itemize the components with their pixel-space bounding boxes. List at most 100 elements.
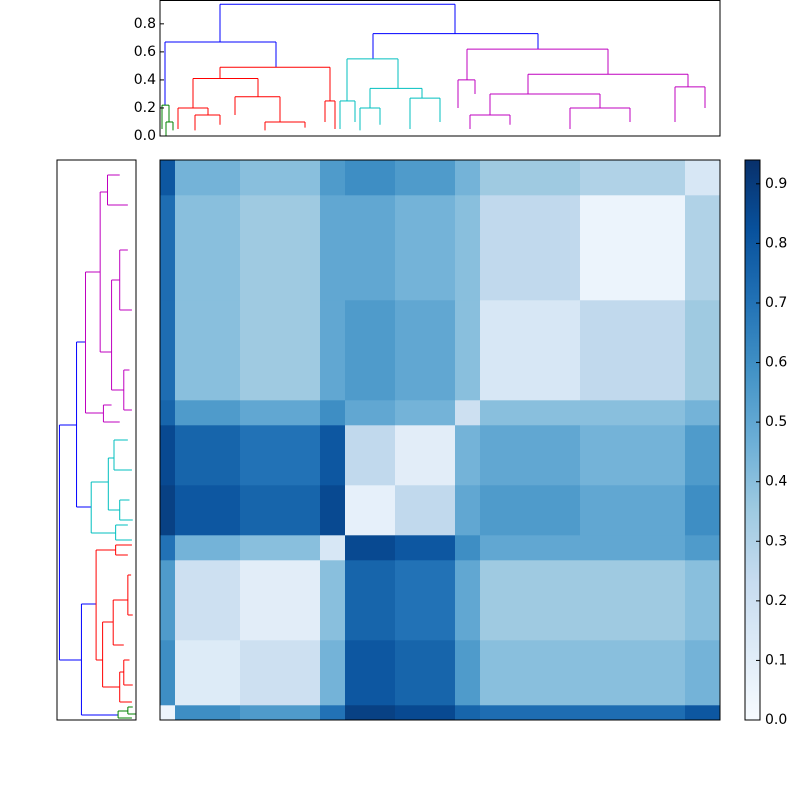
heatmap-cell	[685, 400, 721, 426]
heatmap-cell	[580, 425, 686, 486]
heatmap-cell	[345, 400, 396, 426]
heatmap-cell	[175, 535, 241, 561]
heatmap-cell	[455, 560, 481, 641]
heatmap-cell	[345, 300, 396, 401]
heatmap-cell	[175, 160, 241, 196]
y-tick-label: 0.6	[134, 44, 156, 60]
heatmap-cell	[580, 400, 686, 426]
heatmap-cell	[480, 560, 581, 641]
heatmap-cell	[685, 300, 721, 401]
heatmap-cell	[175, 300, 241, 401]
heatmap-cell	[580, 705, 686, 721]
y-tick-label: 0.4	[134, 72, 156, 88]
heatmap-cell	[175, 640, 241, 706]
heatmap-cell	[480, 195, 581, 301]
heatmap-cell	[685, 425, 721, 486]
heatmap-cell	[175, 560, 241, 641]
heatmap-cell	[455, 160, 481, 196]
heatmap-cell	[685, 195, 721, 301]
heatmap-cell	[395, 705, 456, 721]
colorbar-tick-label: 0.7	[765, 295, 787, 311]
heatmap	[160, 160, 721, 721]
heatmap-cell	[345, 425, 396, 486]
heatmap-cell	[320, 300, 346, 401]
heatmap-cell	[345, 535, 396, 561]
heatmap-cell	[395, 485, 456, 536]
heatmap-cell	[175, 485, 241, 536]
heatmap-cell	[175, 425, 241, 486]
heatmap-cell	[160, 535, 176, 561]
heatmap-cell	[345, 640, 396, 706]
heatmap-cell	[395, 195, 456, 301]
heatmap-cell	[455, 485, 481, 536]
heatmap-cell	[395, 400, 456, 426]
colorbar-tick-label: 0.3	[765, 533, 787, 549]
heatmap-cell	[480, 535, 581, 561]
heatmap-cell	[175, 705, 241, 721]
heatmap-cell	[480, 640, 581, 706]
colorbar-tick-label: 0.9	[765, 176, 787, 192]
heatmap-cell	[580, 300, 686, 401]
heatmap-cell	[395, 560, 456, 641]
heatmap-cell	[685, 485, 721, 536]
heatmap-cell	[480, 300, 581, 401]
heatmap-cell	[345, 485, 396, 536]
heatmap-cell	[455, 705, 481, 721]
heatmap-cell	[345, 705, 396, 721]
heatmap-cell	[685, 705, 721, 721]
heatmap-cell	[345, 560, 396, 641]
heatmap-cell	[320, 195, 346, 301]
heatmap-cell	[480, 400, 581, 426]
heatmap-cell	[480, 485, 581, 536]
heatmap-cell	[175, 400, 241, 426]
colorbar	[744, 159, 761, 721]
y-tick-label: 0.2	[134, 100, 156, 116]
heatmap-cell	[345, 195, 396, 301]
heatmap-cell	[160, 300, 176, 401]
heatmap-cell	[455, 425, 481, 486]
heatmap-cell	[160, 160, 176, 196]
heatmap-cell	[455, 400, 481, 426]
heatmap-cell	[455, 640, 481, 706]
y-tick-label: 0.8	[134, 16, 156, 32]
heatmap-cell	[395, 640, 456, 706]
heatmap-cell	[320, 640, 346, 706]
heatmap-cell	[320, 535, 346, 561]
heatmap-cell	[580, 560, 686, 641]
heatmap-cell	[345, 160, 396, 196]
heatmap-cell	[240, 640, 321, 706]
heatmap-cell	[580, 195, 686, 301]
heatmap-cell	[160, 560, 176, 641]
colorbar-tick-label: 0.0	[765, 712, 787, 728]
heatmap-cell	[395, 160, 456, 196]
heatmap-cell	[685, 560, 721, 641]
heatmap-cell	[395, 300, 456, 401]
heatmap-cell	[320, 560, 346, 641]
heatmap-cell	[580, 535, 686, 561]
heatmap-cell	[320, 485, 346, 536]
y-tick-label: 0.0	[134, 128, 156, 144]
heatmap-cell	[395, 535, 456, 561]
heatmap-cell	[160, 705, 176, 721]
colorbar-tick-label: 0.1	[765, 652, 787, 668]
heatmap-cell	[240, 300, 321, 401]
heatmap-cell	[320, 425, 346, 486]
heatmap-cell	[240, 160, 321, 196]
heatmap-cell	[240, 400, 321, 426]
heatmap-cell	[160, 640, 176, 706]
heatmap-cell	[240, 485, 321, 536]
heatmap-cell	[240, 195, 321, 301]
heatmap-cell	[685, 160, 721, 196]
heatmap-cell	[175, 195, 241, 301]
heatmap-cell	[320, 400, 346, 426]
heatmap-cell	[685, 640, 721, 706]
heatmap-cell	[240, 705, 321, 721]
colorbar-tick-label: 0.5	[765, 414, 787, 430]
heatmap-cell	[685, 535, 721, 561]
colorbar-tick-label: 0.2	[765, 593, 787, 609]
colorbar-tick-label: 0.6	[765, 355, 787, 371]
heatmap-cell	[455, 535, 481, 561]
heatmap-cell	[160, 400, 176, 426]
heatmap-cell	[240, 535, 321, 561]
heatmap-cell	[480, 425, 581, 486]
